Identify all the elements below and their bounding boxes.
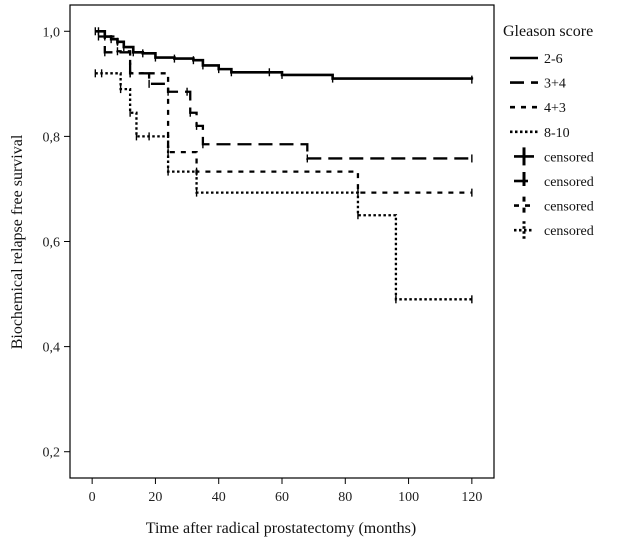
legend-entry: censored: [514, 196, 594, 215]
legend-label: 4+3: [544, 101, 566, 116]
legend-label: censored: [544, 150, 594, 165]
legend-entry: censored: [514, 221, 594, 240]
x-tick-label: 60: [275, 490, 289, 505]
legend-entry: 3+4: [510, 77, 566, 92]
x-tick-label: 0: [89, 490, 96, 505]
y-axis: 0,2 0,4 0,6 0,8 1,0: [43, 25, 70, 461]
legend-label: 8-10: [544, 126, 570, 141]
legend-label: censored: [544, 224, 594, 239]
y-tick-label: 1,0: [43, 25, 61, 40]
legend-label: 3+4: [544, 77, 566, 92]
x-axis: 0 20 40 60 80 100 120: [89, 478, 482, 505]
y-tick-label: 0,8: [43, 130, 61, 145]
legend-title: Gleason score: [503, 23, 593, 40]
x-tick-label: 100: [398, 490, 419, 505]
legend-entry: censored: [514, 147, 594, 166]
x-tick-label: 40: [212, 490, 226, 505]
legend-entry: 4+3: [510, 101, 566, 116]
y-tick-label: 0,6: [43, 236, 61, 251]
x-tick-label: 120: [461, 490, 482, 505]
legend-label: 2-6: [544, 52, 563, 67]
y-axis-title: Biochemical relapse free survival: [9, 134, 26, 349]
y-tick-label: 0,2: [43, 446, 61, 461]
series-3+4-line: [98, 30, 472, 160]
x-tick-label: 20: [148, 490, 162, 505]
legend-label: censored: [544, 200, 594, 215]
x-axis-title: Time after radical prostatectomy (months…: [146, 520, 416, 537]
legend-label: censored: [544, 175, 594, 190]
y-tick-label: 0,4: [43, 341, 61, 356]
x-tick-label: 80: [338, 490, 352, 505]
legend: 2-6 3+4 4+3 8-10 censored censored censored cen…: [510, 52, 594, 240]
legend-entry: 8-10: [510, 126, 570, 141]
series-layer: [94, 27, 474, 304]
legend-entry: censored: [514, 172, 594, 190]
series-4+3-line: [98, 35, 472, 194]
legend-entry: 2-6: [510, 52, 563, 67]
series-8-10-line: [95, 72, 472, 301]
